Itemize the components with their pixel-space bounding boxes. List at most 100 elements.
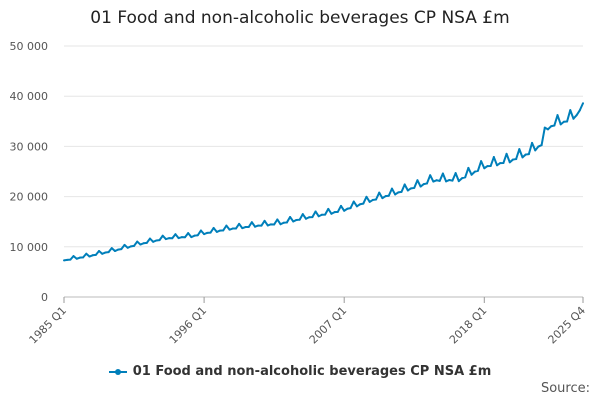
data-point — [461, 177, 464, 180]
data-point — [234, 227, 237, 230]
data-point — [168, 237, 171, 240]
data-point — [107, 251, 110, 254]
data-point — [139, 243, 142, 246]
data-point — [432, 180, 435, 183]
data-point — [63, 259, 65, 262]
data-point — [101, 252, 104, 255]
y-tick-label: 30 000 — [10, 140, 49, 153]
data-point — [543, 126, 546, 129]
data-point — [464, 176, 467, 179]
data-point — [196, 234, 199, 237]
data-point — [505, 152, 508, 155]
data-point — [126, 246, 129, 249]
data-point — [540, 144, 543, 147]
data-point — [384, 195, 387, 198]
data-point — [98, 250, 101, 252]
legend-line-marker-icon — [108, 368, 127, 375]
data-point — [254, 225, 257, 228]
data-point — [413, 186, 416, 189]
data-point — [250, 221, 253, 224]
data-point — [225, 224, 228, 227]
data-point — [496, 164, 499, 167]
data-point — [327, 207, 330, 210]
data-point — [365, 195, 368, 198]
data-point — [269, 223, 272, 226]
data-point — [537, 145, 540, 148]
data-point — [285, 221, 288, 224]
data-point — [203, 233, 206, 236]
data-point — [330, 212, 333, 215]
data-point — [222, 229, 225, 232]
y-tick-label: 40 000 — [10, 90, 49, 103]
data-point — [502, 162, 505, 165]
data-point — [308, 216, 311, 219]
data-point — [72, 255, 75, 258]
y-tick-label: 50 000 — [10, 40, 49, 53]
data-point — [136, 240, 139, 243]
data-point — [403, 183, 406, 186]
data-point — [378, 191, 381, 194]
data-point — [486, 165, 489, 168]
data-point — [371, 198, 374, 201]
gridlines — [64, 45, 583, 298]
data-point — [193, 234, 196, 237]
x-axis: 1985 Q1 1996 Q1 2007 Q1 2018 Q1 2025 Q4 — [27, 296, 589, 347]
data-point — [546, 128, 549, 131]
data-point — [438, 179, 441, 182]
data-point — [362, 202, 365, 205]
data-point — [562, 120, 565, 123]
data-point — [451, 179, 454, 182]
data-point — [244, 226, 247, 229]
data-point — [91, 254, 94, 257]
data-point — [113, 250, 116, 253]
data-point — [511, 158, 514, 161]
data-point — [187, 232, 190, 235]
legend-label: 01 Food and non-alcoholic beverages CP N… — [132, 364, 492, 379]
data-point — [171, 237, 174, 240]
legend[interactable]: 01 Food and non-alcoholic beverages CP N… — [0, 364, 600, 379]
data-point — [276, 218, 279, 221]
x-tick-label: 2018 Q1 — [447, 304, 490, 347]
y-tick-label: 10 000 — [10, 241, 49, 254]
data-point — [152, 240, 155, 243]
data-point — [346, 207, 349, 210]
series-line — [63, 102, 584, 262]
data-point — [359, 203, 362, 206]
data-point — [317, 215, 320, 218]
y-tick-label: 20 000 — [10, 191, 49, 204]
data-point — [123, 243, 126, 246]
data-point — [231, 227, 234, 230]
data-point — [273, 223, 276, 226]
data-point — [161, 234, 164, 237]
data-point — [174, 233, 177, 236]
data-point — [199, 229, 202, 232]
data-point — [212, 226, 215, 229]
data-point — [394, 193, 397, 196]
data-point — [69, 258, 72, 261]
data-point — [260, 224, 263, 227]
data-point — [94, 253, 97, 256]
data-point — [454, 172, 457, 175]
data-point — [279, 223, 282, 226]
chart-title: 01 Food and non-alcoholic beverages CP N… — [90, 8, 510, 28]
data-point — [215, 230, 218, 233]
data-point — [298, 218, 301, 221]
data-point — [572, 117, 575, 120]
data-point — [206, 231, 209, 234]
data-point — [257, 224, 260, 227]
x-tick-label: 1996 Q1 — [167, 304, 210, 347]
data-point — [375, 198, 378, 201]
data-point — [441, 172, 444, 175]
data-point — [133, 244, 136, 247]
data-point — [429, 174, 432, 177]
x-tick-label: 2007 Q1 — [307, 304, 350, 347]
data-point — [381, 197, 384, 200]
data-point — [78, 256, 81, 259]
data-point — [467, 166, 470, 169]
data-point — [387, 194, 390, 197]
data-point — [336, 210, 339, 213]
data-point — [550, 125, 553, 128]
x-tick-label: 2025 Q4 — [546, 304, 589, 347]
source-label: Source: — [540, 381, 590, 396]
